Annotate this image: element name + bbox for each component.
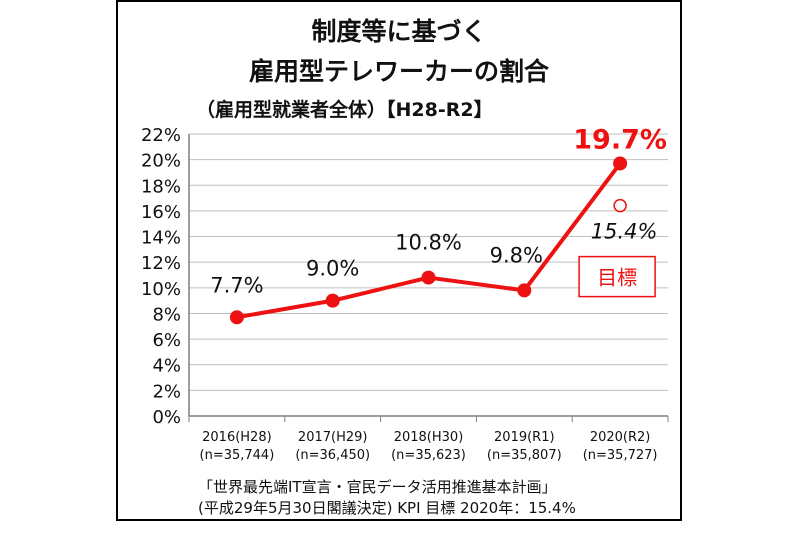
- y-tick-label: 6%: [152, 330, 181, 351]
- data-point: [229, 310, 244, 325]
- chart-title-line2: 雇用型テレワーカーの割合: [248, 57, 549, 86]
- x-tick-labels: 2016(H28) (n=35,744) 2017(H29) (n=36,450) 20…: [200, 430, 658, 463]
- footnote-source: 「世界最先端IT宣言・官民データ活用推進基本計画」: [198, 478, 557, 496]
- y-tick-label: 20%: [141, 151, 181, 172]
- chart-subtitle: （雇用型就業者全体）【H28-R2】: [196, 99, 493, 121]
- y-tick-label: 18%: [141, 176, 181, 197]
- axes: [188, 134, 669, 422]
- data-label: 10.8%: [395, 231, 462, 255]
- x-tick-label: 2016(H28): [202, 430, 272, 445]
- data-point: [325, 293, 340, 308]
- target-marker: [613, 198, 627, 213]
- data-label: 7.7%: [210, 273, 263, 297]
- data-point: [613, 156, 628, 171]
- y-tick-label: 0%: [152, 407, 181, 428]
- target-badge-label: 目標: [597, 266, 637, 290]
- grid-lines: [189, 133, 668, 391]
- y-tick-label: 16%: [141, 202, 181, 223]
- target-annotation: 15.4% 目標: [578, 198, 658, 298]
- chart-title-line1: 制度等に基づく: [311, 17, 487, 46]
- x-tick-label: 2018(H30): [394, 430, 464, 445]
- data-label: 9.0%: [306, 257, 359, 281]
- x-tick-sublabel: (n=35,807): [487, 448, 562, 463]
- y-tick-label: 22%: [141, 125, 181, 146]
- y-tick-label: 8%: [152, 304, 181, 325]
- y-tick-label: 12%: [141, 253, 181, 274]
- y-tick-labels: 0% 2% 4% 6% 8% 10% 12% 14% 16% 18% 20% 22%: [141, 125, 181, 428]
- x-tick-label: 2017(H29): [298, 430, 368, 445]
- data-label: 19.7%: [573, 124, 667, 155]
- y-tick-label: 4%: [152, 356, 181, 377]
- y-tick-label: 10%: [141, 279, 181, 300]
- data-point: [517, 283, 532, 298]
- y-tick-label: 14%: [141, 228, 181, 249]
- footnote-kpi: (平成29年5月30日閣議決定) KPI 目標 2020年：15.4%: [198, 499, 576, 517]
- y-tick-label: 2%: [152, 381, 181, 402]
- x-tick-sublabel: (n=36,450): [295, 448, 370, 463]
- data-labels: 7.7% 9.0% 10.8% 9.8% 19.7%: [210, 124, 667, 297]
- target-value-label: 15.4%: [591, 220, 658, 244]
- series-line: [229, 156, 628, 325]
- x-tick-label: 2020(R2): [590, 430, 651, 445]
- x-tick-label: 2019(R1): [494, 430, 555, 445]
- target-badge-box: [578, 255, 656, 298]
- x-tick-sublabel: (n=35,727): [583, 448, 658, 463]
- x-tick-sublabel: (n=35,744): [200, 448, 275, 463]
- data-label: 9.8%: [490, 243, 543, 267]
- data-point: [421, 270, 436, 285]
- x-tick-sublabel: (n=35,623): [391, 448, 466, 463]
